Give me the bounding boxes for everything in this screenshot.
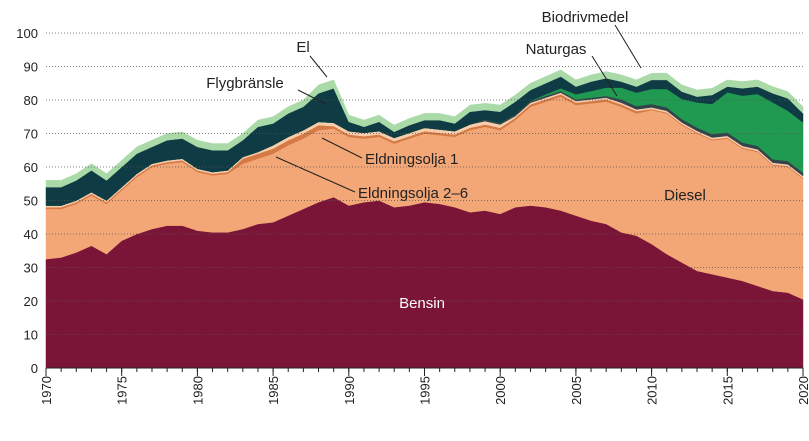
x-tick-label: 1985 (266, 376, 281, 405)
leader-line (614, 24, 642, 69)
y-tick-label: 10 (24, 328, 38, 343)
annotation: Eldningsolja 1 (365, 151, 458, 168)
y-tick-label: 20 (24, 294, 38, 309)
annotation: Naturgas (526, 41, 587, 58)
annotation: Biodrivmedel (542, 9, 629, 26)
annotation: Eldningsolja 2–6 (358, 185, 468, 202)
annotation: Flygbränsle (206, 75, 284, 92)
x-tick-label: 2010 (645, 376, 660, 405)
y-tick-label: 90 (24, 60, 38, 75)
x-tick-label: 1980 (190, 376, 205, 405)
leader-line (591, 55, 618, 97)
x-tick-label: 2015 (720, 376, 735, 405)
y-tick-label: 80 (24, 93, 38, 108)
leader-line (297, 89, 327, 105)
x-tick-label: 1970 (39, 376, 54, 405)
y-tick-label: 50 (24, 194, 38, 209)
y-tick-label: 60 (24, 160, 38, 175)
x-tick-label: 1995 (418, 376, 433, 405)
annotation: El (296, 39, 309, 56)
x-tick-label: 1990 (342, 376, 357, 405)
x-tick-label: 2005 (569, 376, 584, 405)
plot-area: 0 10 20 30 40 50 60 70 80 90 100 1970 1975 1980 1985 19… (16, 26, 809, 405)
x-tick-label: 1975 (115, 376, 130, 405)
y-tick-label: 30 (24, 261, 38, 276)
y-tick-label: 70 (24, 127, 38, 142)
leader-line (275, 156, 356, 193)
annotation: Diesel (664, 187, 706, 204)
y-tick-label: 0 (31, 361, 38, 376)
leader-line (321, 137, 363, 159)
annotations: El Flygbränsle Eldningsolja 1 Eldningsol… (46, 9, 803, 335)
y-tick-label: 40 (24, 227, 38, 242)
area (45, 69, 804, 188)
x-tick-label: 2000 (493, 376, 508, 405)
x-tick-label: 2020 (796, 376, 809, 405)
leader-line (309, 55, 328, 78)
y-tick-label: 100 (16, 26, 38, 41)
annotation: Bensin (399, 295, 445, 312)
